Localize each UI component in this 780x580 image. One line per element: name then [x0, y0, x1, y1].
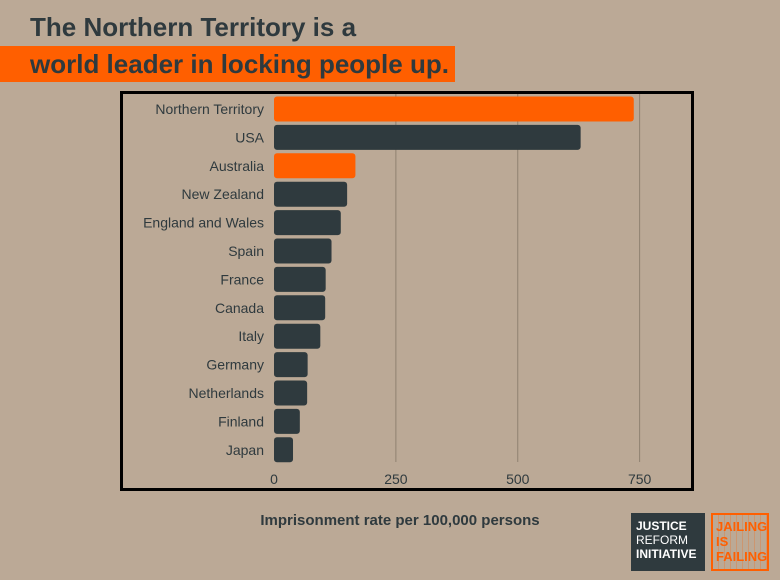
bar-9 [274, 352, 308, 378]
x-tick-label-3: 750 [628, 471, 652, 487]
bar-2 [274, 153, 356, 179]
category-label-2: Australia [210, 158, 265, 174]
bar-1 [274, 124, 581, 150]
bar-12 [274, 437, 294, 463]
category-label-3: New Zealand [182, 186, 265, 202]
title-line-2-highlighted: world leader in locking people up. [0, 46, 455, 82]
logo-jri-line3: INITIATIVE [636, 547, 697, 561]
logo-jif-line2: IS [716, 534, 729, 549]
x-tick-label-0: 0 [270, 471, 278, 487]
logo-jif-line3: FAILING [716, 549, 768, 564]
category-label-12: Japan [226, 442, 264, 458]
category-label-7: Canada [215, 300, 264, 316]
category-label-11: Finland [218, 413, 264, 429]
logo-jri-line1: JUSTICE [636, 519, 687, 533]
category-label-8: Italy [238, 328, 264, 344]
category-label-4: England and Wales [143, 215, 264, 231]
bar-7 [274, 295, 326, 321]
logo-jri-line2: REFORM [636, 533, 688, 547]
bar-4 [274, 210, 341, 236]
bar-0 [274, 96, 634, 122]
x-tick-label-2: 500 [506, 471, 530, 487]
bar-10 [274, 380, 308, 406]
bar-8 [274, 323, 321, 349]
category-label-6: France [220, 271, 264, 287]
category-label-5: Spain [228, 243, 264, 259]
jailing-is-failing-logo: JAILING IS FAILING [711, 513, 769, 571]
chart-frame [120, 91, 694, 491]
x-axis-label: Imprisonment rate per 100,000 persons [260, 512, 540, 529]
bar-6 [274, 266, 326, 292]
bar-5 [274, 238, 332, 264]
category-label-0: Northern Territory [155, 101, 264, 117]
justice-reform-initiative-logo: JUSTICE REFORM INITIATIVE [631, 513, 705, 571]
category-label-1: USA [235, 129, 264, 145]
bar-11 [274, 408, 300, 434]
bar-3 [274, 181, 348, 207]
category-label-10: Netherlands [189, 385, 265, 401]
title-line-1: The Northern Territory is a [30, 12, 357, 42]
category-label-9: Germany [206, 357, 264, 373]
x-tick-label-1: 250 [384, 471, 408, 487]
logo-jif-line1: JAILING [716, 519, 768, 534]
